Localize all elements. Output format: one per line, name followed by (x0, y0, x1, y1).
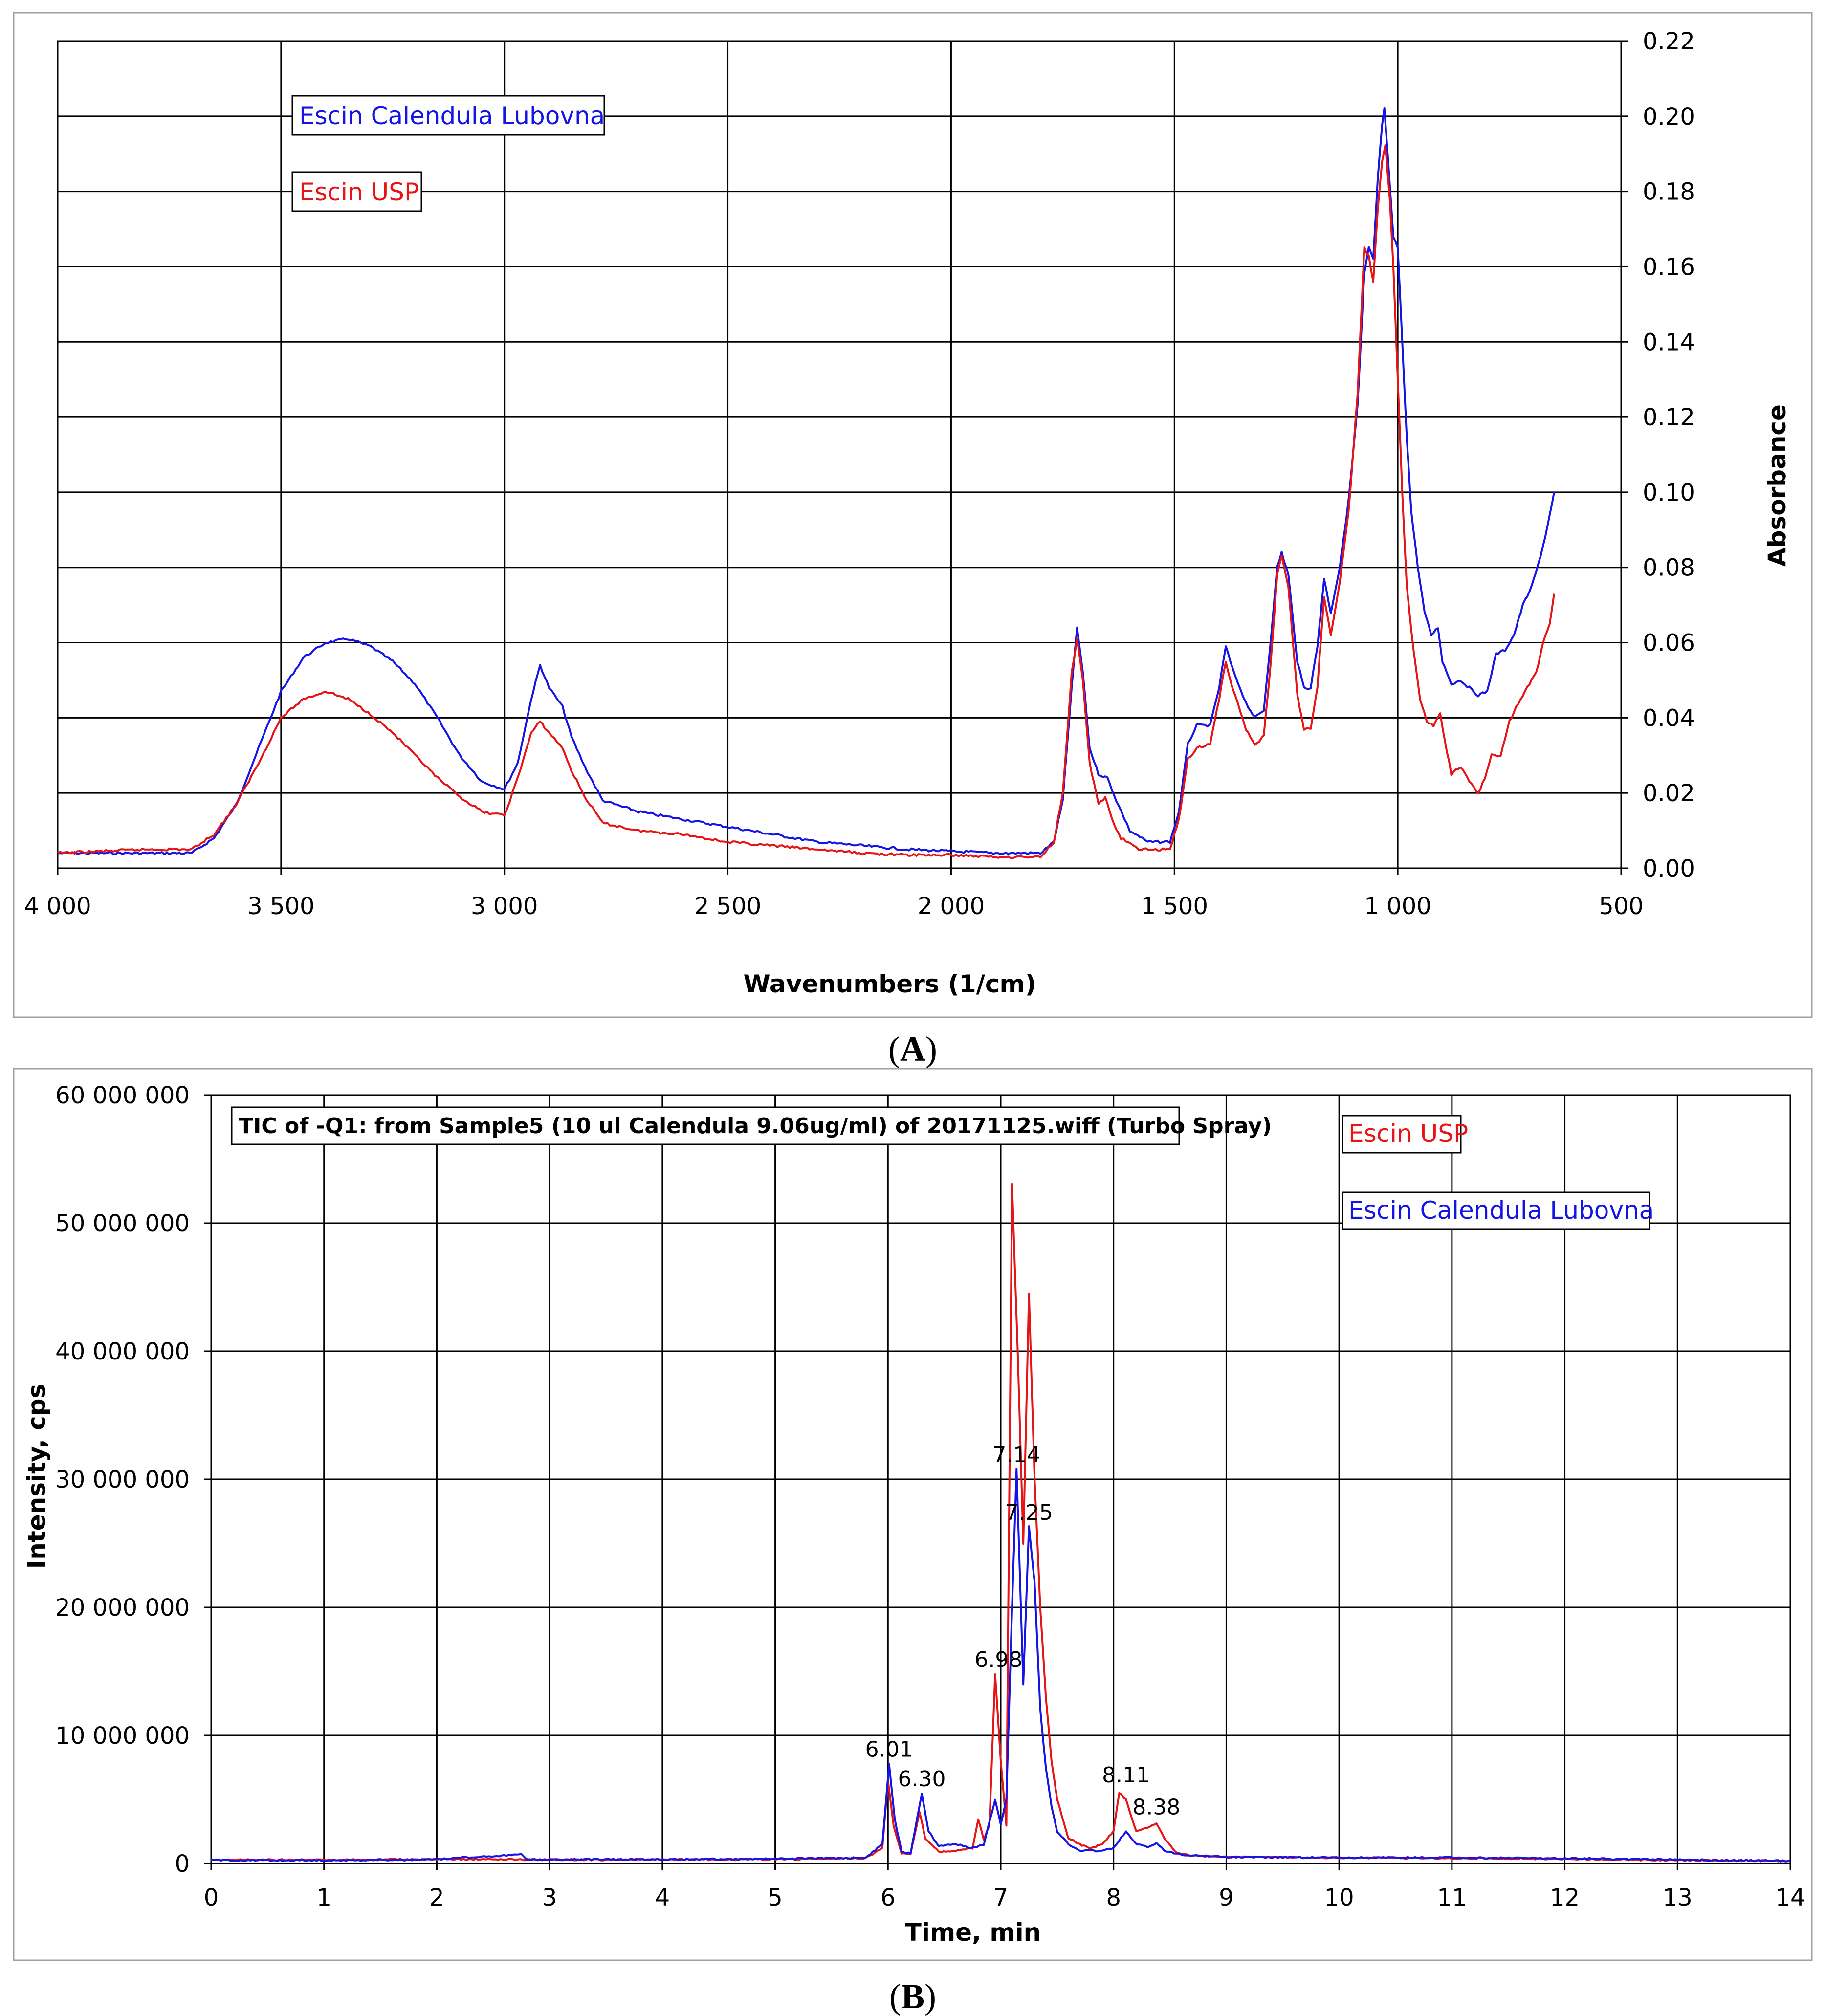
x-tick-label: 8 (1106, 1884, 1121, 1911)
panel-a-legend-usp: Escin USP (299, 178, 419, 206)
panel-b-x-axis-label: Time, min (905, 1918, 1041, 1947)
panel-b-series (211, 1183, 1791, 1863)
x-tick-label: 3 (542, 1884, 557, 1911)
caption-a: (A) (888, 1030, 937, 1069)
y-tick-label: 0.20 (1643, 103, 1695, 131)
x-tick-label: 3 000 (471, 893, 538, 920)
panel-b-gridlines (204, 1094, 1791, 1870)
y-tick-label: 10 000 000 (55, 1722, 190, 1750)
peak-label: 6.01 (865, 1737, 913, 1762)
panel-b-title-box (231, 1106, 1180, 1145)
x-tick-label: 12 (1550, 1884, 1580, 1911)
panel-b-title: TIC of -Q1: from Sample5 (10 ul Calendul… (239, 1114, 1272, 1139)
panel-b-legend-lubovna: Escin Calendula Lubovna (1348, 1196, 1654, 1225)
caption-b-letter: B (901, 1977, 924, 2016)
panel-a-frame (13, 12, 1813, 1018)
panel-a-legend-lubovna: Escin Calendula Lubovna (299, 102, 605, 130)
panel-a-legend-box-usp (291, 171, 422, 212)
series-line-lubovna (58, 107, 1555, 855)
x-tick-label: 1 000 (1364, 893, 1431, 920)
peak-label: 6.30 (898, 1767, 946, 1792)
y-tick-label: 0.22 (1643, 28, 1695, 55)
x-tick-label: 3 500 (247, 893, 314, 920)
y-tick-label: 0.06 (1643, 630, 1695, 657)
peak-label: 8.11 (1102, 1763, 1150, 1788)
caption-b: (B) (889, 1977, 936, 2016)
x-tick-label: 2 000 (918, 893, 985, 920)
x-tick-label: 0 (204, 1884, 219, 1911)
x-tick-label: 4 (655, 1884, 670, 1911)
y-tick-label: 40 000 000 (55, 1338, 190, 1365)
x-tick-label: 2 500 (694, 893, 761, 920)
x-tick-label: 13 (1663, 1884, 1693, 1911)
panel-a-y-ticks: 0.00 0.02 0.04 0.06 0.08 0.10 0.12 0.14 0.16 0.18… (1643, 28, 1695, 882)
y-tick-label: 0.10 (1643, 479, 1695, 506)
series-line-usp (57, 144, 1555, 859)
panel-b-legend-usp: Escin USP (1348, 1119, 1468, 1148)
y-tick-label: 0 (175, 1850, 190, 1878)
y-tick-label: 0.04 (1643, 704, 1695, 732)
panel-a-series (57, 107, 1555, 859)
y-tick-label: 0.00 (1643, 855, 1695, 882)
y-tick-label: 0.18 (1643, 178, 1695, 206)
caption-a-letter: A (900, 1030, 925, 1069)
y-tick-label: 0.02 (1643, 780, 1695, 807)
panel-a-y-axis-label: Absorbance (1763, 404, 1791, 567)
x-tick-label: 1 500 (1141, 893, 1208, 920)
panel-b-y-axis-label: Intensity, cps (22, 1384, 51, 1569)
x-tick-label: 7 (993, 1884, 1009, 1911)
panel-b-x-ticks: 0 1 2 3 4 5 6 7 8 9 10 11 12 13 14 (204, 1884, 1805, 1911)
y-tick-label: 0.14 (1643, 329, 1695, 356)
peak-label: 7.25 (1005, 1500, 1053, 1525)
x-tick-label: 11 (1437, 1884, 1467, 1911)
x-tick-label: 10 (1324, 1884, 1354, 1911)
series-line-lubovna (211, 1468, 1791, 1863)
peak-label: 6.98 (974, 1647, 1022, 1672)
x-tick-label: 500 (1599, 893, 1644, 920)
x-tick-label: 6 (880, 1884, 896, 1911)
y-tick-label: 0.12 (1643, 404, 1695, 431)
peak-label: 8.38 (1132, 1795, 1180, 1820)
panel-b-peak-annotations: 6.01 6.30 6.98 7.14 7.25 8.11 8.38 (865, 1443, 1181, 1820)
panel-b-legend-box-lubovna (1342, 1191, 1650, 1230)
panel-a: 4 000 3 500 3 000 2 500 2 000 1 500 1 000 500 0… (13, 12, 1813, 1018)
panel-a-x-ticks: 4 000 3 500 3 000 2 500 2 000 1 500 1 000 500 (24, 893, 1644, 920)
panel-b-y-ticks: 0 10 000 000 20 000 000 30 000 000 40 000 00… (55, 1082, 190, 1878)
x-tick-label: 4 000 (24, 893, 91, 920)
x-tick-label: 9 (1219, 1884, 1234, 1911)
panel-a-gridlines (57, 40, 1628, 875)
y-tick-label: 0.08 (1643, 554, 1695, 582)
x-tick-label: 5 (768, 1884, 783, 1911)
y-tick-label: 30 000 000 (55, 1466, 190, 1493)
panel-b-legend-box-usp (1342, 1115, 1462, 1154)
panel-a-x-axis-label: Wavenumbers (1/cm) (744, 970, 1036, 998)
panel-a-legend-box-lubovna (291, 95, 605, 136)
y-tick-label: 0.16 (1643, 253, 1695, 281)
y-tick-label: 20 000 000 (55, 1594, 190, 1622)
y-tick-label: 50 000 000 (55, 1210, 190, 1237)
x-tick-label: 14 (1775, 1884, 1805, 1911)
peak-label: 7.14 (992, 1443, 1040, 1468)
y-tick-label: 60 000 000 (55, 1082, 190, 1109)
x-tick-label: 1 (316, 1884, 331, 1911)
x-tick-label: 2 (429, 1884, 444, 1911)
